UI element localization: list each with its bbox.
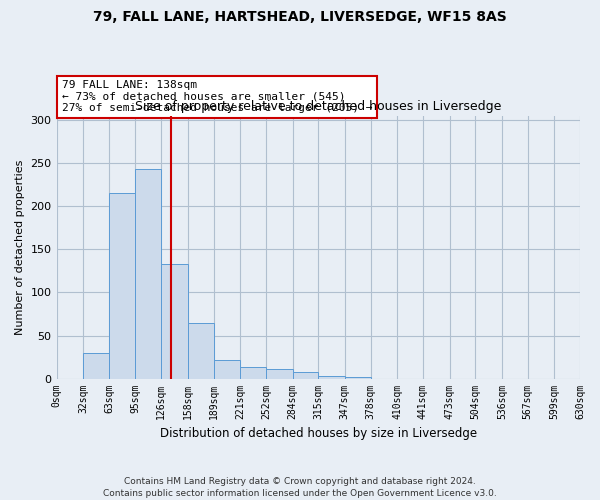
- X-axis label: Distribution of detached houses by size in Liversedge: Distribution of detached houses by size …: [160, 427, 477, 440]
- Text: 79, FALL LANE, HARTSHEAD, LIVERSEDGE, WF15 8AS: 79, FALL LANE, HARTSHEAD, LIVERSEDGE, WF…: [93, 10, 507, 24]
- Y-axis label: Number of detached properties: Number of detached properties: [15, 160, 25, 335]
- Bar: [161, 264, 188, 378]
- Text: Contains HM Land Registry data © Crown copyright and database right 2024.
Contai: Contains HM Land Registry data © Crown c…: [103, 476, 497, 498]
- Bar: [345, 377, 371, 378]
- Bar: [266, 369, 293, 378]
- Title: Size of property relative to detached houses in Liversedge: Size of property relative to detached ho…: [135, 100, 502, 114]
- Bar: [214, 360, 240, 378]
- Bar: [240, 366, 266, 378]
- Bar: [109, 192, 136, 378]
- Bar: [318, 376, 345, 378]
- Bar: [293, 372, 318, 378]
- Bar: [83, 352, 109, 378]
- Bar: [188, 324, 214, 378]
- Text: 79 FALL LANE: 138sqm
← 73% of detached houses are smaller (545)
27% of semi-deta: 79 FALL LANE: 138sqm ← 73% of detached h…: [62, 80, 372, 114]
- Bar: [136, 170, 161, 378]
